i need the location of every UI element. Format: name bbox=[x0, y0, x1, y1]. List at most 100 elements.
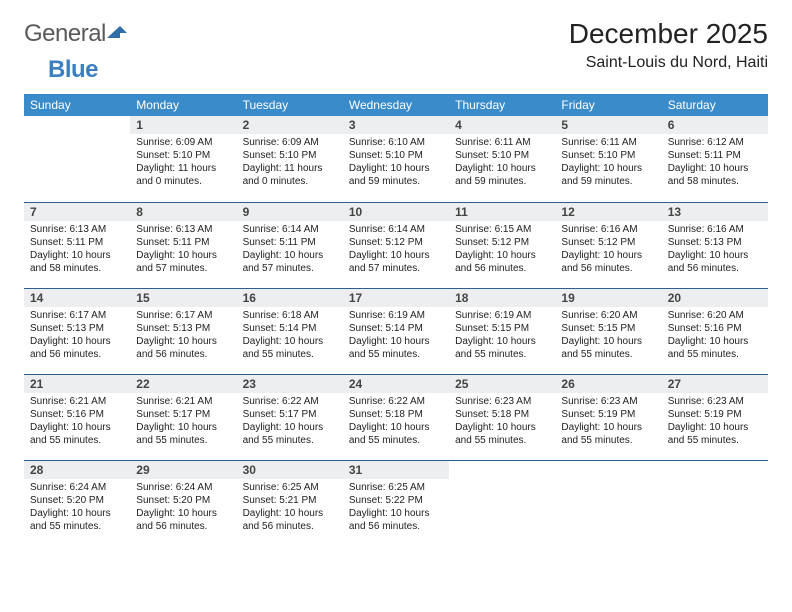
daylight-line: Daylight: 10 hours and 55 minutes. bbox=[30, 507, 124, 533]
sunset-line: Sunset: 5:13 PM bbox=[668, 236, 762, 249]
sunset-line: Sunset: 5:15 PM bbox=[455, 322, 549, 335]
sunset-line: Sunset: 5:21 PM bbox=[243, 494, 337, 507]
day-number: 22 bbox=[130, 375, 236, 393]
daylight-line: Daylight: 10 hours and 55 minutes. bbox=[136, 421, 230, 447]
calendar-week-row: ..1Sunrise: 6:09 AMSunset: 5:10 PMDaylig… bbox=[24, 116, 768, 202]
daylight-line: Daylight: 10 hours and 56 minutes. bbox=[668, 249, 762, 275]
day-details: Sunrise: 6:23 AMSunset: 5:19 PMDaylight:… bbox=[555, 393, 661, 451]
day-details: Sunrise: 6:13 AMSunset: 5:11 PMDaylight:… bbox=[24, 221, 130, 279]
daylight-line: Daylight: 10 hours and 55 minutes. bbox=[455, 335, 549, 361]
day-number: 10 bbox=[343, 203, 449, 221]
day-details: Sunrise: 6:25 AMSunset: 5:22 PMDaylight:… bbox=[343, 479, 449, 537]
sunrise-line: Sunrise: 6:17 AM bbox=[30, 309, 124, 322]
daylight-line: Daylight: 10 hours and 55 minutes. bbox=[349, 421, 443, 447]
weekday-header-row: SundayMondayTuesdayWednesdayThursdayFrid… bbox=[24, 94, 768, 116]
day-details: Sunrise: 6:15 AMSunset: 5:12 PMDaylight:… bbox=[449, 221, 555, 279]
sunset-line: Sunset: 5:10 PM bbox=[455, 149, 549, 162]
day-number: 13 bbox=[662, 203, 768, 221]
sunset-line: Sunset: 5:22 PM bbox=[349, 494, 443, 507]
daylight-line: Daylight: 11 hours and 0 minutes. bbox=[243, 162, 337, 188]
calendar-cell: .. bbox=[24, 116, 130, 202]
calendar-week-row: 21Sunrise: 6:21 AMSunset: 5:16 PMDayligh… bbox=[24, 374, 768, 460]
day-details: Sunrise: 6:23 AMSunset: 5:19 PMDaylight:… bbox=[662, 393, 768, 451]
calendar-cell: 24Sunrise: 6:22 AMSunset: 5:18 PMDayligh… bbox=[343, 374, 449, 460]
sunset-line: Sunset: 5:12 PM bbox=[561, 236, 655, 249]
day-number: 24 bbox=[343, 375, 449, 393]
sunrise-line: Sunrise: 6:14 AM bbox=[243, 223, 337, 236]
day-details: Sunrise: 6:11 AMSunset: 5:10 PMDaylight:… bbox=[449, 134, 555, 192]
day-details: Sunrise: 6:21 AMSunset: 5:16 PMDaylight:… bbox=[24, 393, 130, 451]
daylight-line: Daylight: 10 hours and 57 minutes. bbox=[349, 249, 443, 275]
day-number: 5 bbox=[555, 116, 661, 134]
day-number: 4 bbox=[449, 116, 555, 134]
sunrise-line: Sunrise: 6:20 AM bbox=[668, 309, 762, 322]
day-number: 11 bbox=[449, 203, 555, 221]
day-number: 7 bbox=[24, 203, 130, 221]
title-block: December 2025 Saint-Louis du Nord, Haiti bbox=[569, 18, 768, 72]
sunset-line: Sunset: 5:10 PM bbox=[243, 149, 337, 162]
day-details: Sunrise: 6:09 AMSunset: 5:10 PMDaylight:… bbox=[237, 134, 343, 192]
sunrise-line: Sunrise: 6:25 AM bbox=[243, 481, 337, 494]
sunrise-line: Sunrise: 6:10 AM bbox=[349, 136, 443, 149]
calendar-cell: 30Sunrise: 6:25 AMSunset: 5:21 PMDayligh… bbox=[237, 460, 343, 546]
daylight-line: Daylight: 10 hours and 59 minutes. bbox=[455, 162, 549, 188]
day-details: Sunrise: 6:22 AMSunset: 5:17 PMDaylight:… bbox=[237, 393, 343, 451]
day-number: 17 bbox=[343, 289, 449, 307]
weekday-header: Thursday bbox=[449, 94, 555, 116]
calendar-cell: 2Sunrise: 6:09 AMSunset: 5:10 PMDaylight… bbox=[237, 116, 343, 202]
calendar-cell: 6Sunrise: 6:12 AMSunset: 5:11 PMDaylight… bbox=[662, 116, 768, 202]
calendar-cell: 21Sunrise: 6:21 AMSunset: 5:16 PMDayligh… bbox=[24, 374, 130, 460]
calendar-cell: 17Sunrise: 6:19 AMSunset: 5:14 PMDayligh… bbox=[343, 288, 449, 374]
sunrise-line: Sunrise: 6:14 AM bbox=[349, 223, 443, 236]
weekday-header: Tuesday bbox=[237, 94, 343, 116]
sunset-line: Sunset: 5:13 PM bbox=[30, 322, 124, 335]
day-details: Sunrise: 6:14 AMSunset: 5:11 PMDaylight:… bbox=[237, 221, 343, 279]
day-number: 30 bbox=[237, 461, 343, 479]
calendar-cell: 16Sunrise: 6:18 AMSunset: 5:14 PMDayligh… bbox=[237, 288, 343, 374]
sunrise-line: Sunrise: 6:17 AM bbox=[136, 309, 230, 322]
sunrise-line: Sunrise: 6:13 AM bbox=[30, 223, 124, 236]
day-number: 20 bbox=[662, 289, 768, 307]
daylight-line: Daylight: 10 hours and 57 minutes. bbox=[243, 249, 337, 275]
day-number: 15 bbox=[130, 289, 236, 307]
calendar-cell: 31Sunrise: 6:25 AMSunset: 5:22 PMDayligh… bbox=[343, 460, 449, 546]
day-details: Sunrise: 6:16 AMSunset: 5:13 PMDaylight:… bbox=[662, 221, 768, 279]
daylight-line: Daylight: 10 hours and 56 minutes. bbox=[349, 507, 443, 533]
sunset-line: Sunset: 5:10 PM bbox=[349, 149, 443, 162]
day-number: 27 bbox=[662, 375, 768, 393]
day-details: Sunrise: 6:25 AMSunset: 5:21 PMDaylight:… bbox=[237, 479, 343, 537]
calendar-cell: 8Sunrise: 6:13 AMSunset: 5:11 PMDaylight… bbox=[130, 202, 236, 288]
calendar-cell: 19Sunrise: 6:20 AMSunset: 5:15 PMDayligh… bbox=[555, 288, 661, 374]
day-details: Sunrise: 6:22 AMSunset: 5:18 PMDaylight:… bbox=[343, 393, 449, 451]
day-number: 12 bbox=[555, 203, 661, 221]
sunset-line: Sunset: 5:17 PM bbox=[243, 408, 337, 421]
daylight-line: Daylight: 10 hours and 57 minutes. bbox=[136, 249, 230, 275]
day-details: Sunrise: 6:20 AMSunset: 5:15 PMDaylight:… bbox=[555, 307, 661, 365]
day-details: Sunrise: 6:24 AMSunset: 5:20 PMDaylight:… bbox=[24, 479, 130, 537]
calendar-body: ..1Sunrise: 6:09 AMSunset: 5:10 PMDaylig… bbox=[24, 116, 768, 546]
calendar-cell: 28Sunrise: 6:24 AMSunset: 5:20 PMDayligh… bbox=[24, 460, 130, 546]
day-details: Sunrise: 6:19 AMSunset: 5:15 PMDaylight:… bbox=[449, 307, 555, 365]
logo-word-general: General bbox=[24, 20, 106, 48]
calendar-cell: 1Sunrise: 6:09 AMSunset: 5:10 PMDaylight… bbox=[130, 116, 236, 202]
day-number: 9 bbox=[237, 203, 343, 221]
calendar-table: SundayMondayTuesdayWednesdayThursdayFrid… bbox=[24, 94, 768, 546]
daylight-line: Daylight: 10 hours and 55 minutes. bbox=[668, 335, 762, 361]
sunset-line: Sunset: 5:11 PM bbox=[243, 236, 337, 249]
calendar-cell: 18Sunrise: 6:19 AMSunset: 5:15 PMDayligh… bbox=[449, 288, 555, 374]
sunrise-line: Sunrise: 6:22 AM bbox=[349, 395, 443, 408]
day-details: Sunrise: 6:18 AMSunset: 5:14 PMDaylight:… bbox=[237, 307, 343, 365]
calendar-cell: .. bbox=[449, 460, 555, 546]
sunset-line: Sunset: 5:14 PM bbox=[349, 322, 443, 335]
calendar-week-row: 7Sunrise: 6:13 AMSunset: 5:11 PMDaylight… bbox=[24, 202, 768, 288]
sunrise-line: Sunrise: 6:21 AM bbox=[136, 395, 230, 408]
daylight-line: Daylight: 10 hours and 55 minutes. bbox=[30, 421, 124, 447]
daylight-line: Daylight: 10 hours and 56 minutes. bbox=[243, 507, 337, 533]
calendar-cell: 20Sunrise: 6:20 AMSunset: 5:16 PMDayligh… bbox=[662, 288, 768, 374]
day-number: 19 bbox=[555, 289, 661, 307]
weekday-header: Saturday bbox=[662, 94, 768, 116]
sunrise-line: Sunrise: 6:24 AM bbox=[30, 481, 124, 494]
daylight-line: Daylight: 10 hours and 59 minutes. bbox=[561, 162, 655, 188]
calendar-cell: 22Sunrise: 6:21 AMSunset: 5:17 PMDayligh… bbox=[130, 374, 236, 460]
calendar-cell: .. bbox=[555, 460, 661, 546]
